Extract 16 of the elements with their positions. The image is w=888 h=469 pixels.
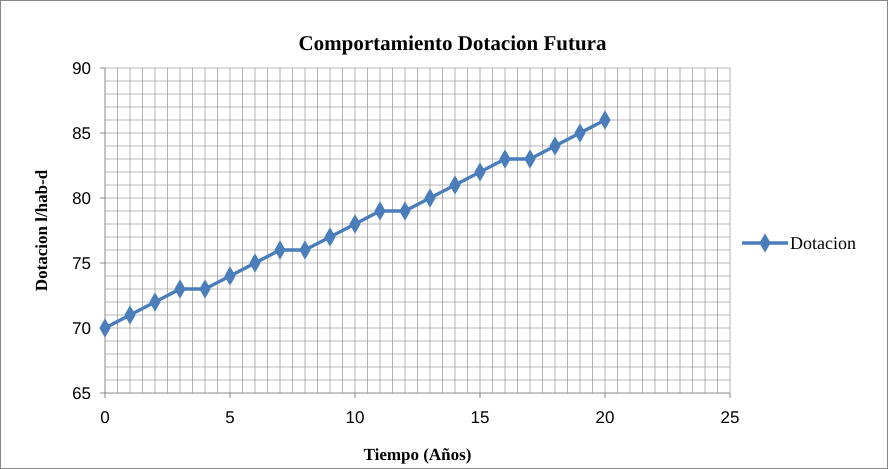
y-tick-label: 75 bbox=[72, 254, 91, 273]
chart-title: Comportamiento Dotacion Futura bbox=[298, 31, 607, 55]
y-tick-label: 65 bbox=[72, 384, 91, 403]
y-axis-title: Dotacion l/hab-d bbox=[32, 169, 51, 292]
y-tick-label: 80 bbox=[72, 189, 91, 208]
x-tick-label: 20 bbox=[596, 408, 614, 427]
x-tick-label: 0 bbox=[100, 408, 110, 427]
x-tick-label: 25 bbox=[720, 408, 740, 427]
y-tick-label: 90 bbox=[72, 59, 91, 78]
x-tick-label: 15 bbox=[470, 408, 490, 427]
y-tick-label: 85 bbox=[72, 124, 91, 143]
y-tick-label: 70 bbox=[72, 319, 91, 338]
legend-label: Dotacion bbox=[790, 233, 856, 253]
x-tick-label: 5 bbox=[225, 408, 235, 427]
x-axis-title: Tiempo (Años) bbox=[364, 445, 472, 464]
x-tick-label: 10 bbox=[346, 408, 364, 427]
